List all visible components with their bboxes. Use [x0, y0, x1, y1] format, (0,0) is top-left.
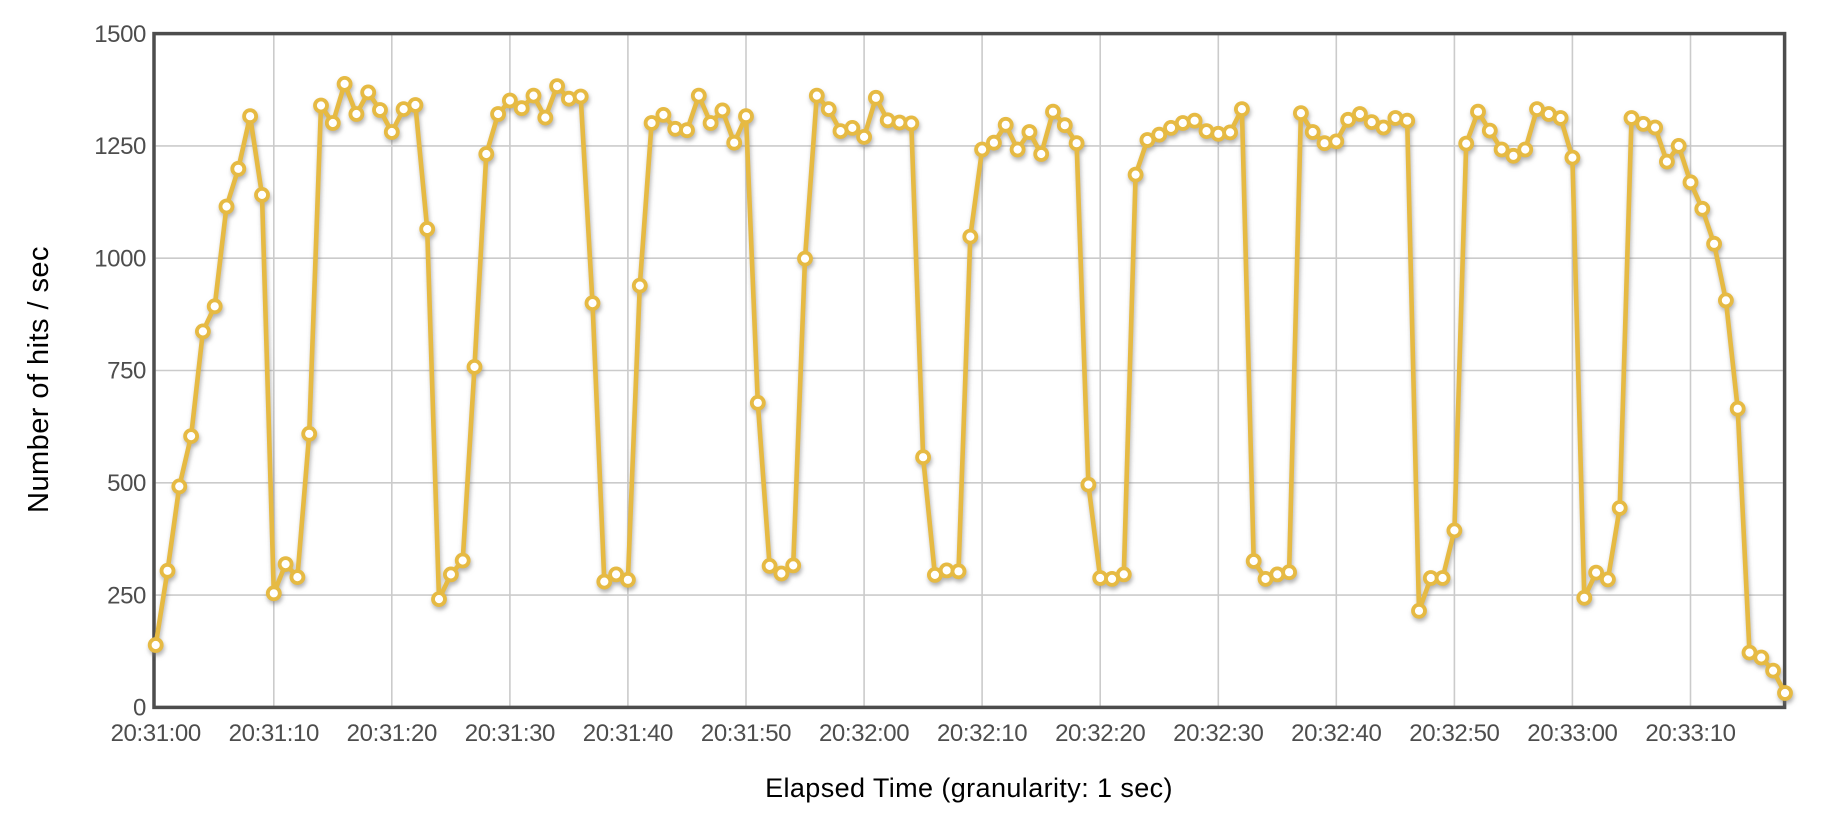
svg-text:20:33:00: 20:33:00: [1527, 720, 1617, 747]
svg-text:Elapsed Time (granularity: 1 s: Elapsed Time (granularity: 1 sec): [765, 773, 1173, 803]
svg-text:20:31:50: 20:31:50: [701, 720, 791, 747]
svg-text:20:31:20: 20:31:20: [347, 720, 437, 747]
svg-text:20:32:40: 20:32:40: [1291, 720, 1381, 747]
svg-text:250: 250: [107, 582, 146, 609]
svg-text:0: 0: [133, 695, 146, 722]
svg-text:1000: 1000: [94, 245, 146, 272]
svg-text:Number of hits / sec: Number of hits / sec: [23, 246, 55, 513]
svg-text:750: 750: [107, 358, 146, 385]
svg-text:20:31:00: 20:31:00: [111, 720, 201, 747]
svg-text:20:33:10: 20:33:10: [1645, 720, 1735, 747]
svg-text:500: 500: [107, 470, 146, 497]
svg-text:20:32:10: 20:32:10: [937, 720, 1027, 747]
svg-text:20:31:40: 20:31:40: [583, 720, 673, 747]
svg-text:20:32:20: 20:32:20: [1055, 720, 1145, 747]
svg-text:20:31:10: 20:31:10: [229, 720, 319, 747]
svg-text:20:32:30: 20:32:30: [1173, 720, 1263, 747]
svg-text:1250: 1250: [94, 133, 146, 160]
svg-text:20:32:00: 20:32:00: [819, 720, 909, 747]
svg-text:20:32:50: 20:32:50: [1409, 720, 1499, 747]
svg-text:1500: 1500: [94, 21, 146, 48]
svg-text:20:31:30: 20:31:30: [465, 720, 555, 747]
